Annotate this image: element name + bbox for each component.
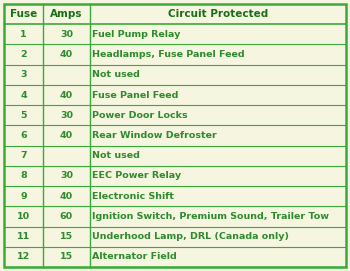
Text: 12: 12 bbox=[17, 252, 30, 262]
Text: 60: 60 bbox=[60, 212, 73, 221]
Text: 10: 10 bbox=[17, 212, 30, 221]
Text: 2: 2 bbox=[20, 50, 27, 59]
Text: Fuse: Fuse bbox=[10, 9, 37, 19]
Text: Not used: Not used bbox=[92, 151, 140, 160]
Text: 30: 30 bbox=[60, 30, 73, 39]
Text: Power Door Locks: Power Door Locks bbox=[92, 111, 188, 120]
Text: Headlamps, Fuse Panel Feed: Headlamps, Fuse Panel Feed bbox=[92, 50, 245, 59]
Text: Rear Window Defroster: Rear Window Defroster bbox=[92, 131, 217, 140]
Text: Amps: Amps bbox=[50, 9, 83, 19]
Text: 15: 15 bbox=[60, 252, 73, 262]
Text: 30: 30 bbox=[60, 172, 73, 180]
Text: 7: 7 bbox=[20, 151, 27, 160]
Text: 3: 3 bbox=[20, 70, 27, 79]
Text: Electronic Shift: Electronic Shift bbox=[92, 192, 175, 201]
Text: Not used: Not used bbox=[92, 70, 140, 79]
Text: Ignition Switch, Premium Sound, Trailer Tow: Ignition Switch, Premium Sound, Trailer … bbox=[92, 212, 329, 221]
Text: 11: 11 bbox=[17, 232, 30, 241]
Text: Underhood Lamp, DRL (Canada only): Underhood Lamp, DRL (Canada only) bbox=[92, 232, 289, 241]
Text: 40: 40 bbox=[60, 131, 73, 140]
Text: 6: 6 bbox=[20, 131, 27, 140]
Text: Circuit Protected: Circuit Protected bbox=[168, 9, 268, 19]
Text: 40: 40 bbox=[60, 91, 73, 99]
Text: 5: 5 bbox=[20, 111, 27, 120]
Text: 30: 30 bbox=[60, 111, 73, 120]
Text: EEC Power Relay: EEC Power Relay bbox=[92, 172, 182, 180]
Text: Fuel Pump Relay: Fuel Pump Relay bbox=[92, 30, 181, 39]
Text: 4: 4 bbox=[20, 91, 27, 99]
Text: 9: 9 bbox=[20, 192, 27, 201]
Text: 40: 40 bbox=[60, 50, 73, 59]
Bar bbox=[4, 4, 346, 24]
Text: Fuse Panel Feed: Fuse Panel Feed bbox=[92, 91, 179, 99]
Text: Alternator Field: Alternator Field bbox=[92, 252, 177, 262]
Text: 15: 15 bbox=[60, 232, 73, 241]
Text: 8: 8 bbox=[20, 172, 27, 180]
Text: 40: 40 bbox=[60, 192, 73, 201]
Text: 1: 1 bbox=[20, 30, 27, 39]
